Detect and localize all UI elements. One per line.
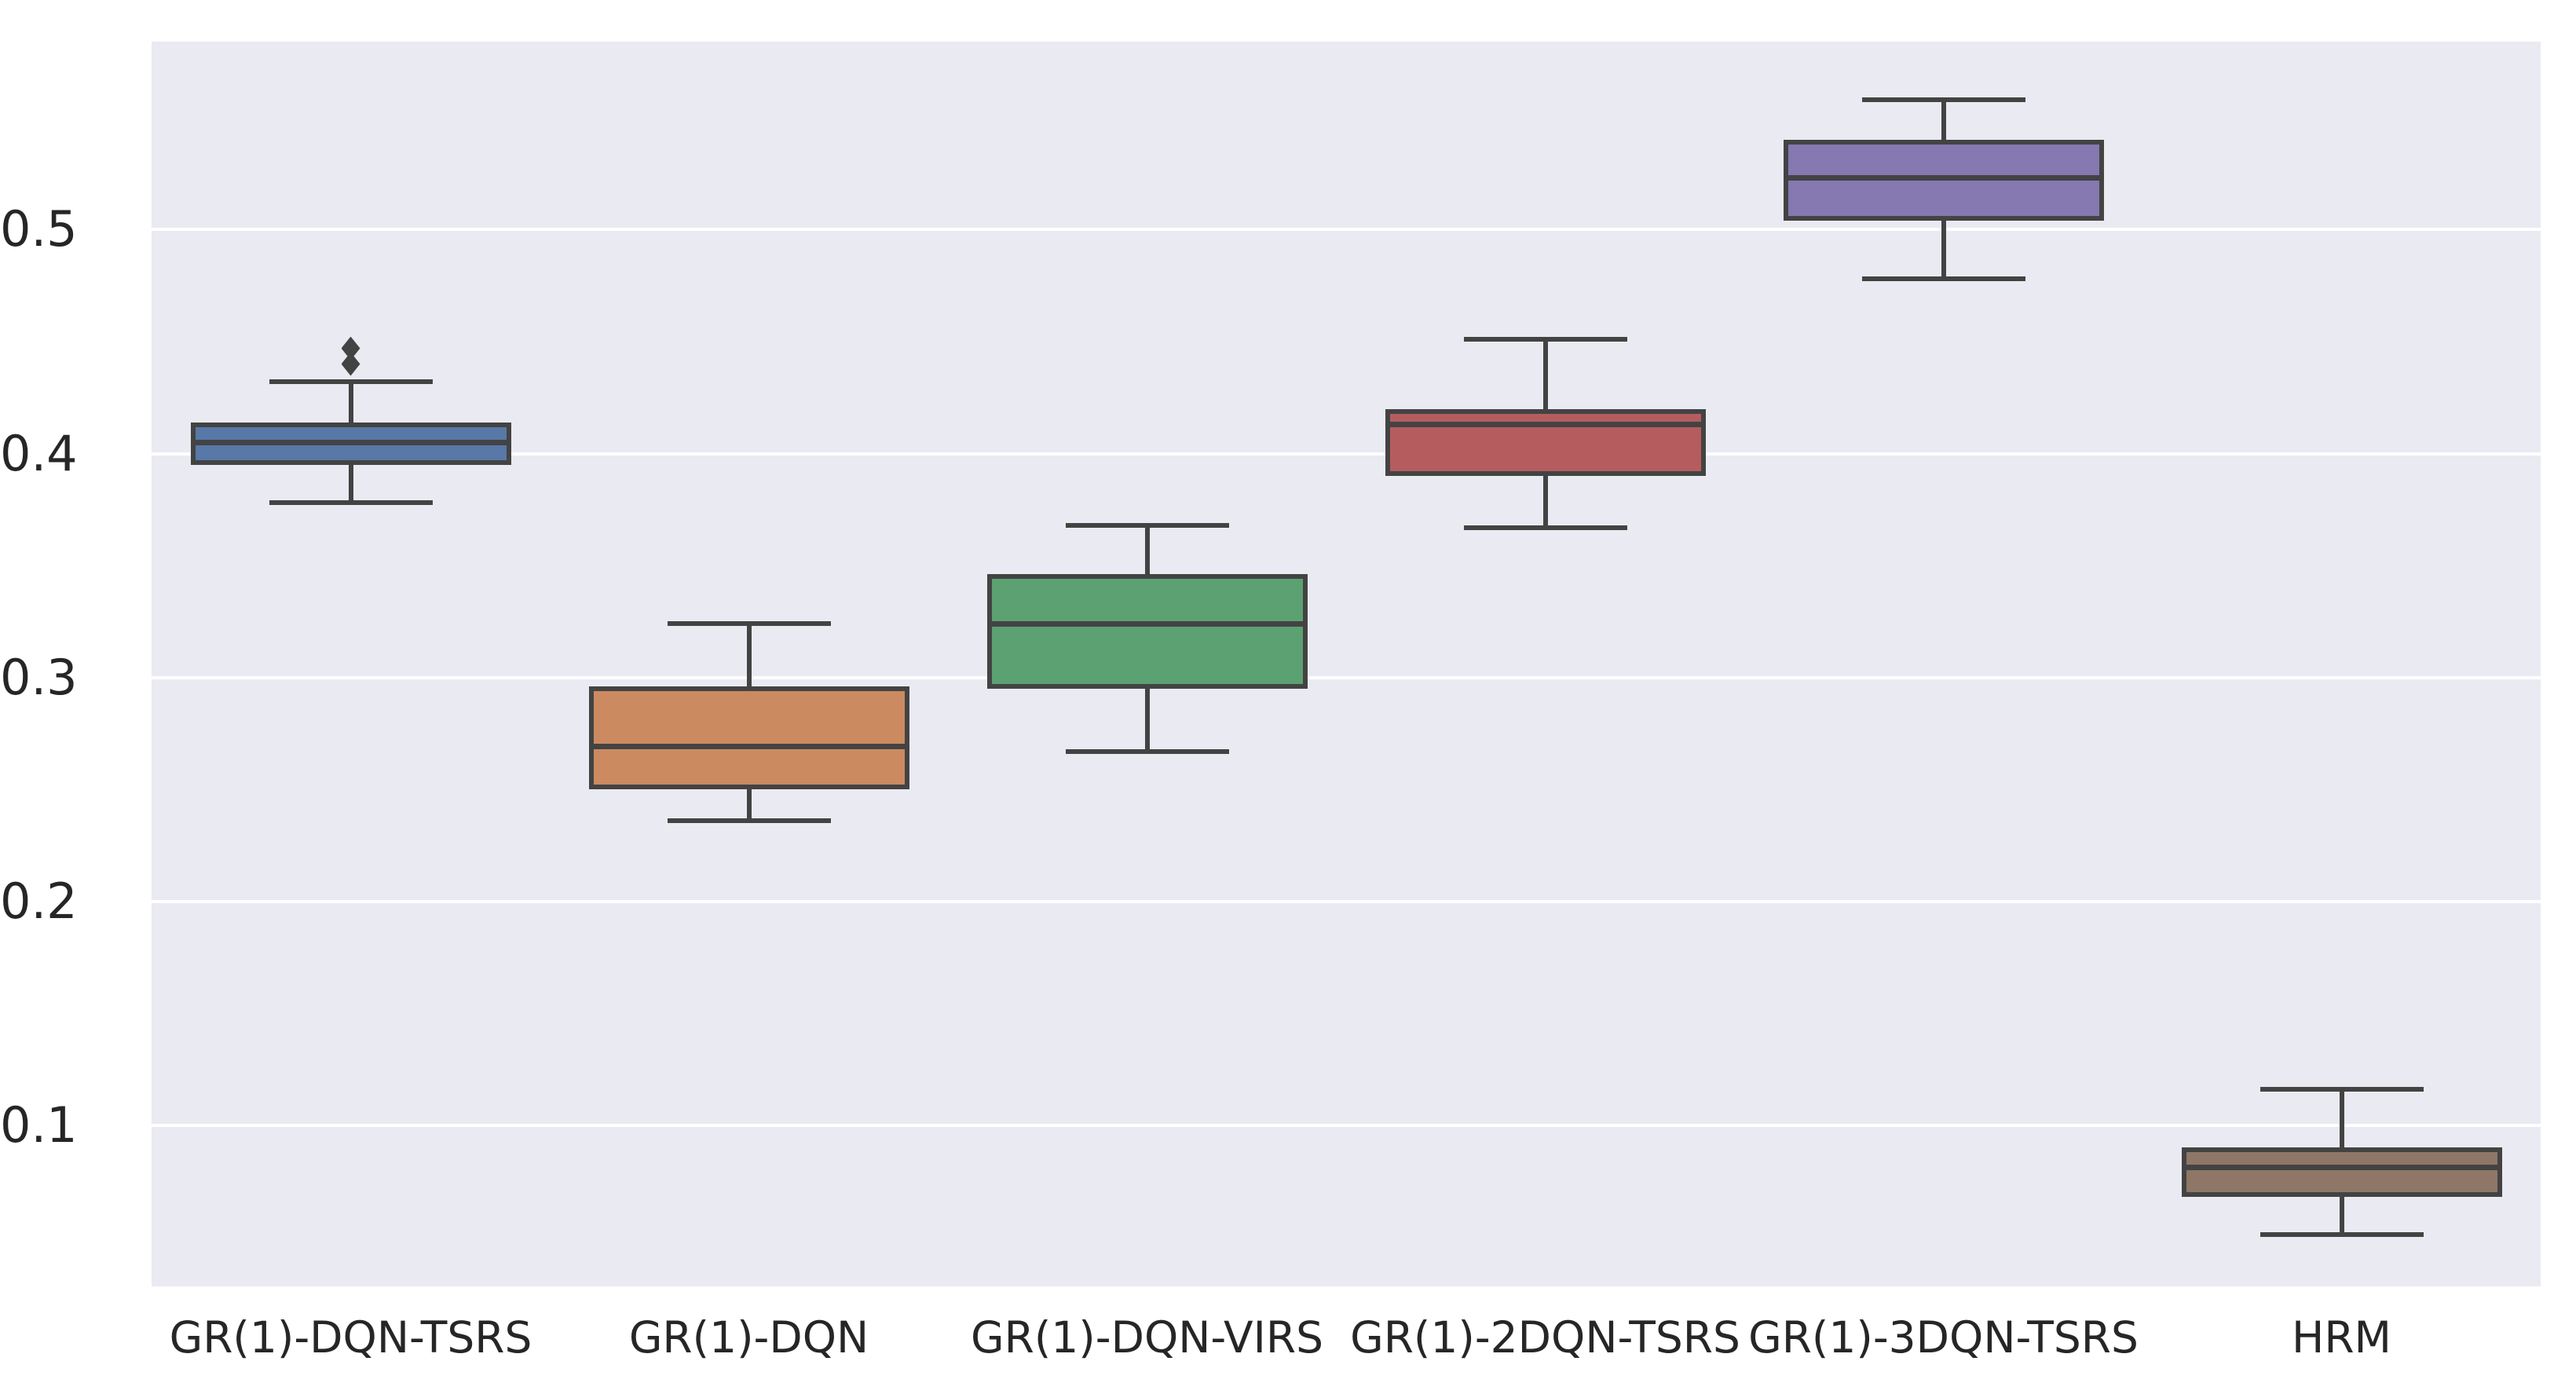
whisker-cap: [1861, 276, 2025, 282]
whisker-line: [1941, 100, 1946, 141]
whisker-cap: [2259, 1232, 2424, 1238]
gridline: [152, 1123, 2541, 1127]
whisker-line: [348, 382, 353, 423]
whisker-cap: [1463, 337, 1627, 342]
whisker-line: [1542, 339, 1548, 409]
outlier-marker: [341, 336, 360, 360]
median-line: [588, 744, 909, 750]
gridline: [152, 452, 2541, 456]
x-tick-label: GR(1)-DQN: [628, 1312, 869, 1363]
plot-area: [152, 42, 2541, 1286]
median-line: [1783, 175, 2104, 181]
whisker-cap: [1065, 748, 1229, 754]
whisker-cap: [667, 621, 831, 627]
whisker-line: [2339, 1089, 2344, 1148]
box-rect: [588, 686, 909, 790]
whisker-cap: [1463, 525, 1627, 530]
gridline: [152, 228, 2541, 232]
whisker-line: [1144, 688, 1150, 752]
whisker-line: [348, 464, 353, 503]
x-tick-label: GR(1)-2DQN-TSRS: [1350, 1312, 1740, 1363]
x-tick-label: GR(1)-DQN-VIRS: [971, 1312, 1323, 1363]
whisker-cap: [2259, 1087, 2424, 1092]
median-line: [1385, 421, 1706, 427]
whisker-line: [746, 789, 752, 821]
whisker-cap: [269, 500, 433, 506]
median-line: [986, 620, 1308, 627]
whisker-cap: [269, 379, 433, 385]
whisker-cap: [1065, 522, 1229, 528]
whisker-line: [1941, 221, 1946, 280]
median-line: [190, 439, 511, 445]
gridline: [152, 899, 2541, 903]
x-tick-label: GR(1)-3DQN-TSRS: [1748, 1312, 2139, 1363]
whisker-line: [1144, 525, 1150, 575]
box-rect: [1385, 408, 1706, 477]
median-line: [2181, 1165, 2502, 1171]
whisker-cap: [667, 818, 831, 824]
whisker-line: [746, 624, 752, 686]
box-rect: [2181, 1147, 2502, 1197]
whisker-line: [2339, 1196, 2344, 1235]
gridline: [152, 675, 2541, 679]
whisker-cap: [1861, 97, 2025, 103]
whisker-line: [1542, 476, 1548, 528]
x-tick-label: GR(1)-DQN-TSRS: [169, 1312, 532, 1363]
x-tick-label: HRM: [2291, 1312, 2392, 1363]
box-rect: [986, 574, 1308, 689]
